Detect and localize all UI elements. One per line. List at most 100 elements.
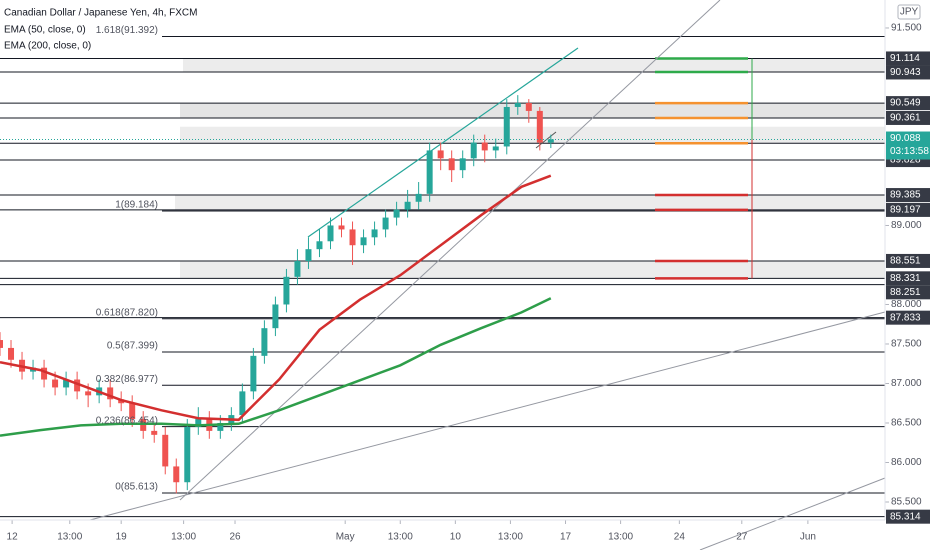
x-tick-label: 13:00 (57, 532, 82, 543)
fib-label: 0.5(87.399) (107, 341, 158, 352)
x-tick-label: 26 (229, 532, 241, 543)
candle-body (162, 434, 169, 467)
price-box (886, 285, 930, 300)
candle-body (195, 419, 202, 427)
price-label: 89.828 (890, 155, 921, 166)
fib-label: 0.618(87.820) (96, 307, 158, 318)
fib-label: 1(89.184) (115, 200, 158, 211)
candle-body (338, 225, 345, 230)
candle-body (52, 379, 59, 388)
candle-body (272, 304, 279, 329)
x-tick-label: 10 (450, 532, 462, 543)
price-label: 87.833 (890, 312, 921, 323)
candle-body (382, 217, 389, 230)
price-label: 89.197 (890, 205, 921, 216)
zone (180, 260, 885, 279)
y-tick-label: 91.500 (891, 23, 922, 34)
last-price-label: 90.088 (890, 133, 921, 144)
price-label: 88.551 (890, 256, 921, 267)
candle-body (437, 150, 444, 159)
candle-body (448, 158, 455, 171)
candle-body (470, 142, 477, 159)
price-box (886, 509, 930, 524)
zones (175, 58, 885, 279)
price-label: 90.943 (890, 67, 921, 78)
candle-body (349, 229, 356, 246)
zone (175, 195, 885, 210)
candle-body (492, 146, 499, 151)
candle-body (261, 328, 268, 356)
price-label: 89.385 (890, 190, 921, 201)
candle-body (63, 379, 70, 388)
countdown: 03:13:58 (890, 146, 929, 157)
y-tick-label: 86.500 (891, 418, 922, 429)
candle-body (404, 201, 411, 210)
x-tick-label: 27 (736, 532, 748, 543)
price-label: 91.114 (890, 53, 920, 64)
x-tick-label: 17 (560, 532, 572, 543)
y-tick-label: 85.500 (891, 497, 922, 508)
x-tick-label: 24 (674, 532, 686, 543)
candle-body (547, 139, 554, 143)
candle-body (239, 391, 246, 416)
ema-line (0, 174, 552, 422)
candle-body (327, 225, 334, 242)
y-tick-label: 89.000 (891, 220, 922, 231)
y-tick-label: 87.000 (891, 378, 922, 389)
candle-body (426, 150, 433, 194)
indicator-label: EMA (50, close, 0) (4, 25, 86, 36)
candle-body (503, 106, 510, 147)
candle-body (129, 403, 136, 420)
price-box (886, 310, 930, 325)
candle-body (536, 110, 543, 143)
candle-body (360, 237, 367, 246)
price-box (886, 96, 930, 111)
levels (0, 27, 889, 524)
candle-body (107, 387, 114, 400)
candle-body (184, 426, 191, 483)
candle-body (217, 422, 224, 431)
x-tick-label: May (336, 532, 355, 543)
candle-body (41, 367, 48, 380)
currency-box (897, 4, 921, 20)
candle-body (316, 241, 323, 250)
last-price-box (886, 131, 930, 160)
price-box (886, 188, 930, 203)
plot (0, 95, 885, 494)
x-tick-label: 19 (116, 532, 128, 543)
price-box (886, 202, 930, 217)
x-tick-label: 13:00 (171, 532, 196, 543)
price-box (886, 110, 930, 125)
price-label: 90.549 (890, 98, 921, 109)
candle-body (371, 229, 378, 238)
candle-body (459, 158, 466, 171)
y-tick-label: 88.000 (891, 299, 922, 310)
fib-label: 0.382(86.977) (96, 374, 158, 385)
candle-body (8, 347, 15, 360)
candle-body (283, 276, 290, 305)
candle-body (173, 466, 180, 483)
price-box (886, 271, 930, 286)
x-tick-label: Jun (800, 532, 816, 543)
candle-body (0, 340, 3, 348)
candle-body (393, 209, 400, 218)
price-label: 90.361 (890, 113, 921, 124)
zone (180, 103, 885, 118)
price-box (886, 253, 930, 268)
price-box (886, 65, 930, 80)
trend-lines (89, 0, 886, 550)
candle-body (415, 193, 422, 202)
candle-body (74, 379, 81, 392)
fib-label: 0.236(86.454) (96, 415, 158, 426)
candle-body (151, 430, 158, 435)
fib-label: 1.618(91.392) (96, 25, 158, 36)
chart-title: Canadian Dollar / Japanese Yen, 4h, FXCM (4, 8, 197, 19)
candle-body (525, 103, 532, 111)
candle-body (85, 391, 92, 396)
x-tick-label: 12 (7, 532, 19, 543)
x-tick-label: 13:00 (608, 532, 633, 543)
zone (183, 58, 885, 72)
candle-body (250, 355, 257, 392)
